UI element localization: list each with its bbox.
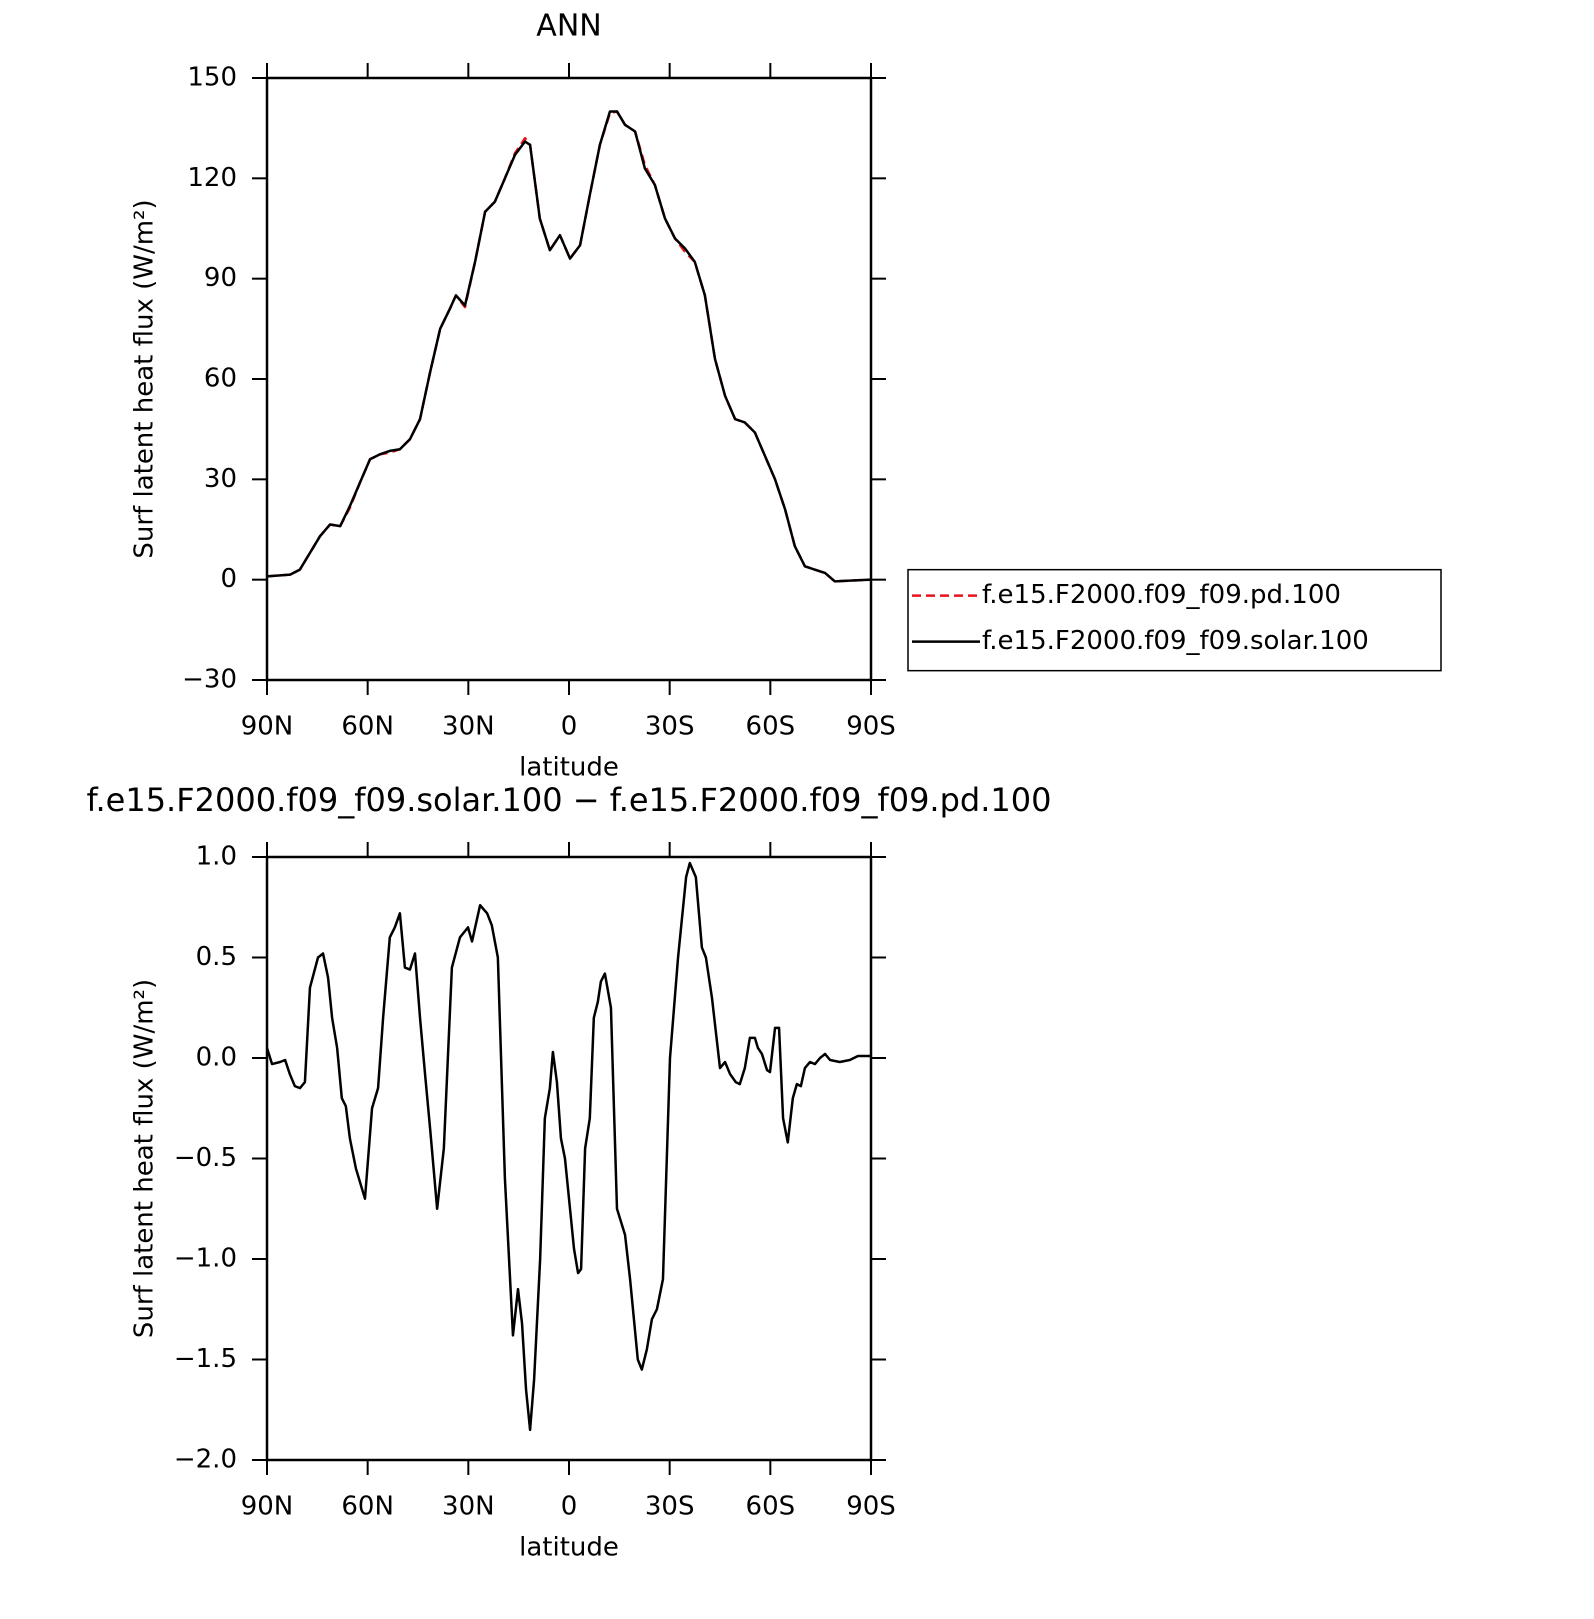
chart-title: f.e15.F2000.f09_f09.solar.100 − f.e15.F2…	[87, 781, 1052, 819]
x-tick-label: 30N	[442, 712, 495, 742]
x-tick-label: 30S	[645, 712, 695, 742]
x-axis-label: latitude	[519, 1533, 619, 1563]
data-line	[265, 861, 871, 1432]
y-tick-label: 0.5	[196, 942, 237, 972]
x-tick-label: 60S	[746, 1492, 796, 1522]
chart-title: ANN	[536, 9, 601, 44]
plot-frame	[265, 76, 873, 682]
y-tick-label: 150	[187, 63, 237, 93]
y-tick-label: 90	[204, 263, 237, 293]
y-tick-label: 1.0	[196, 842, 237, 872]
y-tick-label: 0.0	[196, 1043, 237, 1073]
legend-label: f.e15.F2000.f09_f09.pd.100	[982, 580, 1341, 610]
x-tick-label: 0	[561, 712, 578, 742]
plot: ANN −30 0 30 60 90 120 150 90N 60N 30N 0 30S 60S 90S la…	[130, 9, 1442, 783]
y-tick-label: 30	[204, 464, 237, 494]
y-tick-label: 120	[187, 163, 237, 193]
x-tick-label: 90N	[241, 712, 294, 742]
legend-label: f.e15.F2000.f09_f09.solar.100	[982, 626, 1369, 656]
x-tick-label: 30N	[442, 1492, 495, 1522]
y-axis-label: Surf latent heat flux (W/m²)	[130, 199, 160, 558]
y-tick-label: −1.5	[174, 1344, 237, 1374]
plot-frame	[265, 855, 873, 1462]
plot: f.e15.F2000.f09_f09.solar.100 − f.e15.F2…	[87, 781, 1052, 1563]
x-tick-label: 90S	[846, 1492, 896, 1522]
y-tick-label: −30	[182, 665, 237, 695]
x-tick-label: 60N	[341, 712, 394, 742]
x-tick-label: 30S	[645, 1492, 695, 1522]
y-tick-label: −1.0	[174, 1244, 237, 1274]
legend: f.e15.F2000.f09_f09.pd.100 f.e15.F2000.f0…	[907, 568, 1442, 672]
data-line	[266, 110, 872, 583]
x-tick-label: 90S	[846, 712, 896, 742]
y-tick-label: −0.5	[174, 1143, 237, 1173]
x-tick-label: 60S	[746, 712, 796, 742]
x-axis-label: latitude	[519, 753, 619, 783]
legend-box	[907, 568, 1442, 672]
y-tick-label: 60	[204, 364, 237, 394]
y-tick-label: −2.0	[174, 1445, 237, 1475]
x-tick-label: 0	[561, 1492, 578, 1522]
y-tick-label: 0	[220, 564, 237, 594]
x-tick-label: 60N	[341, 1492, 394, 1522]
data-line	[266, 110, 872, 583]
x-tick-label: 90N	[241, 1492, 294, 1522]
y-axis-label: Surf latent heat flux (W/m²)	[130, 979, 160, 1338]
